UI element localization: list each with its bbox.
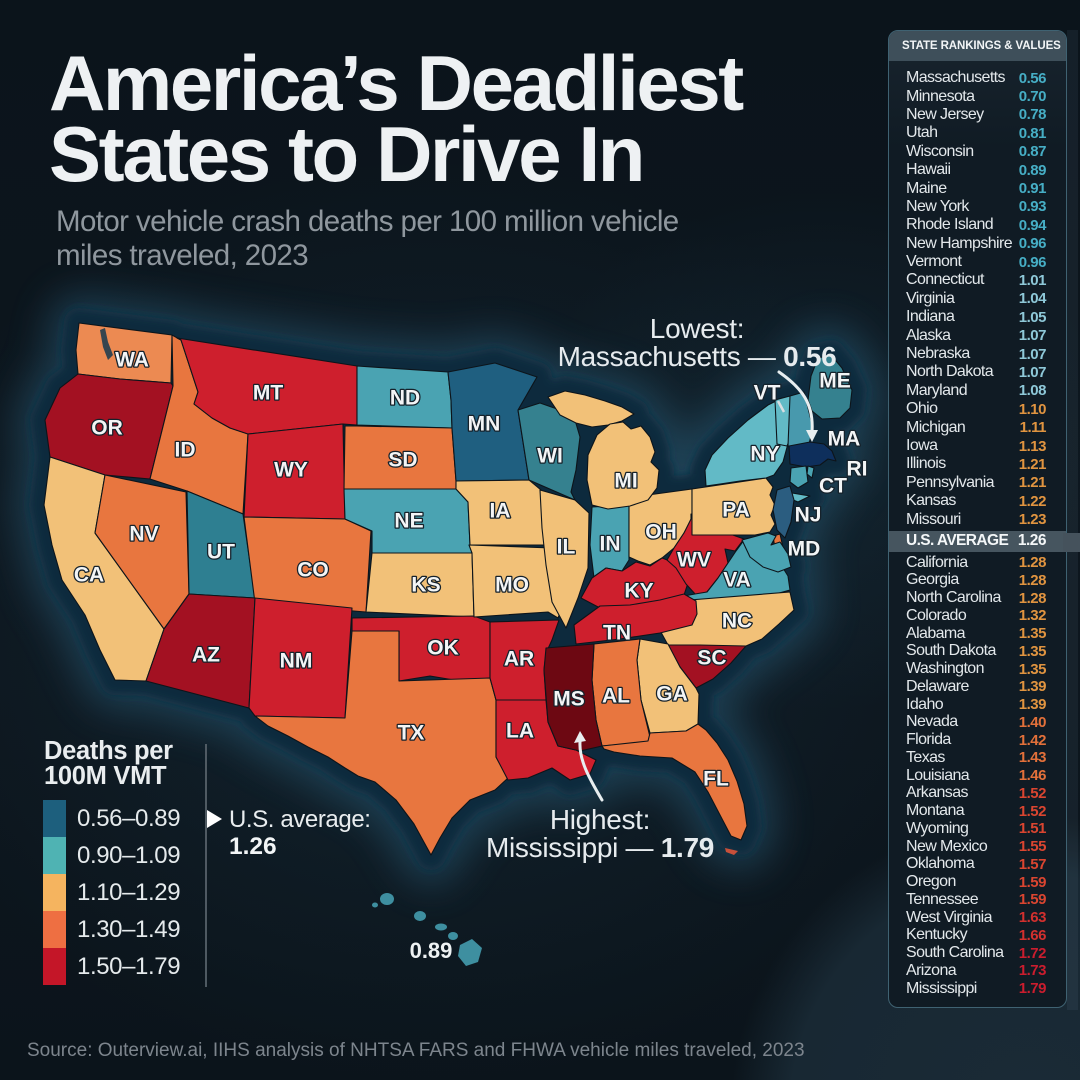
svg-text:MT: MT — [253, 382, 283, 405]
svg-text:AR: AR — [504, 648, 534, 671]
svg-text:ID: ID — [175, 439, 196, 462]
svg-text:IL: IL — [557, 536, 576, 559]
svg-text:Mississippi — 1.79: Mississippi — 1.79 — [486, 832, 714, 863]
svg-text:WV: WV — [677, 549, 711, 572]
svg-text:WY: WY — [274, 459, 308, 482]
svg-text:NE: NE — [394, 510, 423, 533]
svg-text:CT: CT — [819, 475, 847, 498]
svg-text:Lowest:: Lowest: — [650, 313, 744, 344]
svg-text:AL: AL — [602, 685, 630, 708]
svg-text:Highest:: Highest: — [550, 804, 650, 835]
svg-text:KY: KY — [624, 580, 653, 603]
svg-text:OH: OH — [645, 521, 677, 544]
svg-text:NJ: NJ — [795, 504, 822, 527]
svg-text:NY: NY — [750, 443, 779, 466]
svg-text:IN: IN — [600, 533, 621, 556]
svg-text:Massachusetts — 0.56: Massachusetts — 0.56 — [558, 341, 837, 372]
svg-text:AZ: AZ — [192, 644, 220, 667]
svg-text:ME: ME — [819, 370, 851, 393]
svg-text:LA: LA — [506, 720, 534, 743]
svg-text:TN: TN — [603, 622, 631, 645]
svg-text:PA: PA — [722, 499, 750, 522]
svg-text:ND: ND — [390, 387, 420, 410]
svg-text:NM: NM — [280, 650, 313, 673]
svg-text:VA: VA — [723, 569, 751, 592]
svg-text:WA: WA — [115, 349, 149, 372]
svg-text:OR: OR — [91, 417, 123, 440]
svg-text:WI: WI — [537, 445, 563, 468]
svg-text:MI: MI — [614, 470, 637, 493]
svg-text:CO: CO — [297, 559, 329, 582]
svg-text:MA: MA — [828, 428, 861, 451]
svg-text:SD: SD — [388, 449, 417, 472]
svg-text:NV: NV — [129, 523, 158, 546]
svg-text:RI: RI — [847, 458, 868, 481]
svg-text:KS: KS — [411, 574, 440, 597]
svg-text:FL: FL — [703, 768, 729, 791]
svg-text:0.89: 0.89 — [410, 938, 453, 963]
svg-text:UT: UT — [207, 541, 235, 564]
svg-text:TX: TX — [398, 722, 425, 745]
svg-text:MS: MS — [553, 688, 585, 711]
svg-text:MD: MD — [788, 538, 821, 561]
svg-text:IA: IA — [490, 500, 511, 523]
svg-text:MO: MO — [495, 574, 529, 597]
svg-text:CA: CA — [74, 564, 104, 587]
svg-text:MN: MN — [468, 413, 501, 436]
svg-text:VT: VT — [754, 382, 781, 405]
svg-text:NC: NC — [722, 610, 752, 633]
svg-text:SC: SC — [697, 647, 726, 670]
svg-text:GA: GA — [656, 683, 688, 706]
svg-text:OK: OK — [427, 637, 459, 660]
